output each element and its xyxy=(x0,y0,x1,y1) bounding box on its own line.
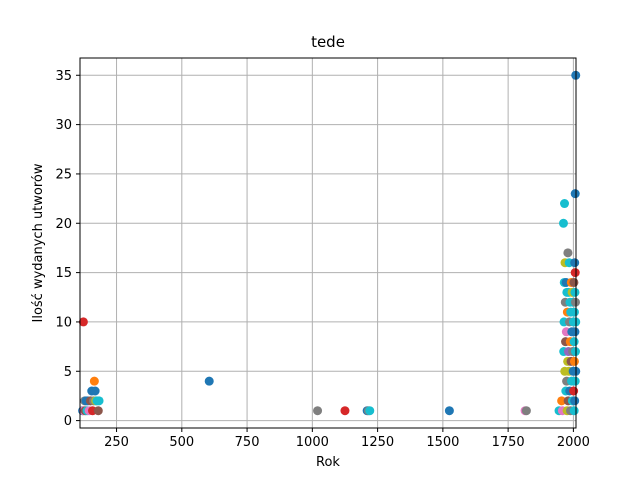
data-point xyxy=(93,406,103,416)
data-point xyxy=(365,406,375,416)
data-point xyxy=(569,277,579,287)
y-tick-label: 25 xyxy=(55,167,72,182)
data-point xyxy=(570,376,580,386)
data-point xyxy=(313,406,323,416)
data-point xyxy=(521,406,531,416)
data-point xyxy=(340,406,350,416)
x-tick-label: 1250 xyxy=(361,435,394,450)
data-point xyxy=(570,347,580,357)
x-tick-label: 250 xyxy=(104,435,129,450)
x-tick-label: 1500 xyxy=(426,435,459,450)
data-point xyxy=(557,396,567,406)
data-point xyxy=(89,376,99,386)
data-point xyxy=(569,307,579,317)
grid-lines xyxy=(80,58,576,428)
y-tick-label: 30 xyxy=(55,118,72,133)
data-point xyxy=(569,356,579,366)
data-point xyxy=(444,406,454,416)
y-tick-label: 35 xyxy=(55,69,72,84)
data-point xyxy=(570,258,580,268)
x-tick-label: 750 xyxy=(235,435,260,450)
data-point xyxy=(570,297,580,307)
axis-ticks: 250 500 750 1000 1250 1500 1750 2000 0 5 10 15 20 25 3… xyxy=(55,69,589,450)
y-axis-label: Ilość wydanych utworów xyxy=(31,163,46,322)
y-tick-label: 5 xyxy=(64,365,72,380)
data-point xyxy=(78,317,88,327)
plot-frame xyxy=(79,57,577,429)
y-tick-label: 20 xyxy=(55,217,72,232)
data-point xyxy=(94,396,104,406)
y-tick-label: 0 xyxy=(64,414,72,429)
data-point xyxy=(569,406,579,416)
data-point xyxy=(204,376,214,386)
x-tick-label: 2000 xyxy=(557,435,590,450)
data-point xyxy=(560,199,570,209)
data-point xyxy=(569,337,579,347)
data-point xyxy=(90,386,100,396)
x-tick-label: 1000 xyxy=(296,435,329,450)
data-point xyxy=(570,189,580,199)
data-points xyxy=(78,70,581,416)
data-point xyxy=(570,268,580,278)
data-point xyxy=(570,396,580,406)
chart-title: tede xyxy=(311,33,345,51)
data-point xyxy=(569,386,579,396)
x-tick-label: 1750 xyxy=(492,435,525,450)
y-tick-label: 15 xyxy=(55,266,72,281)
x-tick-label: 500 xyxy=(169,435,194,450)
y-tick-label: 10 xyxy=(55,315,72,330)
data-point xyxy=(558,218,568,228)
data-point xyxy=(570,327,580,337)
x-axis-label: Rok xyxy=(316,455,340,470)
data-point xyxy=(570,287,580,297)
data-point xyxy=(563,248,573,258)
